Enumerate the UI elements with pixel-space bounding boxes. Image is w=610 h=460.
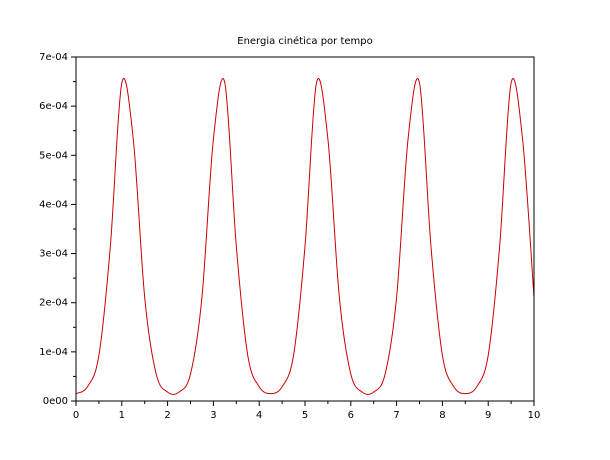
x-tick-label: 3 bbox=[210, 410, 216, 421]
y-tick-label: 0e00 bbox=[43, 396, 68, 407]
y-tick-label: 6e-04 bbox=[39, 101, 68, 112]
x-axis: 0 1 2 3 4 5 6 7 8 9 10 bbox=[73, 401, 541, 421]
chart-title: Energia cinética por tempo bbox=[237, 35, 372, 47]
x-tick-label: 9 bbox=[485, 410, 491, 421]
x-tick-label: 8 bbox=[439, 410, 445, 421]
x-tick-label: 2 bbox=[164, 410, 170, 421]
x-tick-label: 0 bbox=[73, 410, 79, 421]
series-line bbox=[75, 78, 535, 395]
series-layer bbox=[75, 78, 535, 395]
x-tick-label: 7 bbox=[393, 410, 399, 421]
plot-area-background bbox=[76, 57, 534, 401]
y-tick-label: 3e-04 bbox=[39, 249, 68, 260]
y-tick-label: 1e-04 bbox=[39, 347, 68, 358]
x-tick-label: 10 bbox=[528, 410, 541, 421]
y-tick-label: 4e-04 bbox=[39, 199, 68, 210]
x-tick-label: 5 bbox=[302, 410, 308, 421]
y-tick-label: 2e-04 bbox=[39, 298, 68, 309]
x-tick-label: 6 bbox=[348, 410, 354, 421]
x-tick-label: 4 bbox=[256, 410, 262, 421]
plot-frame bbox=[75, 56, 535, 402]
y-tick-label: 5e-04 bbox=[39, 150, 68, 161]
y-tick-label: 7e-04 bbox=[39, 52, 68, 63]
y-axis: 0e00 1e-04 2e-04 3e-04 4e-04 5e-04 6e-04 7e-04 bbox=[39, 52, 76, 407]
x-tick-label: 1 bbox=[119, 410, 125, 421]
